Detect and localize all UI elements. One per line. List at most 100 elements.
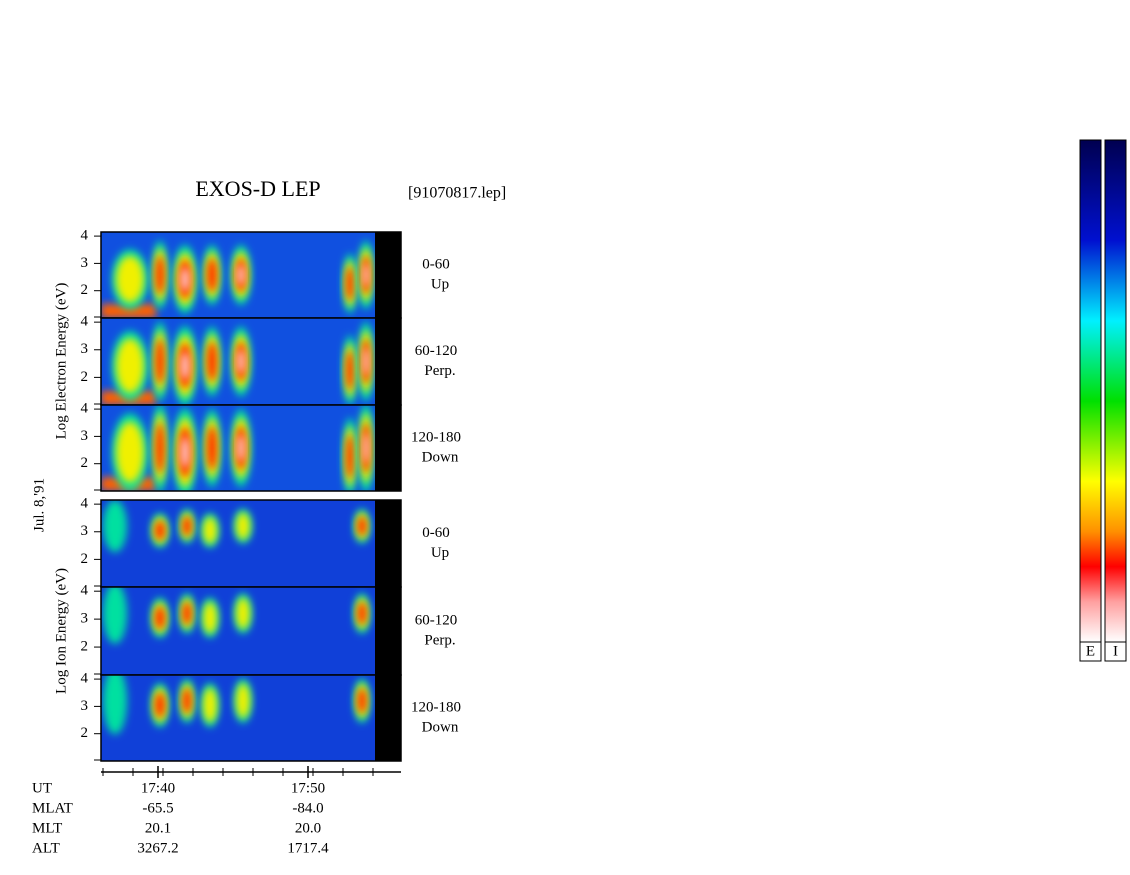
- file-name: [91070817.lep]: [408, 185, 506, 202]
- pitch-angle: 0-60: [422, 525, 450, 541]
- intensity-blob: [357, 602, 367, 625]
- colorbars: E I: [1079, 139, 1127, 662]
- y-tick-label: 3: [81, 255, 89, 271]
- intensity-blob: [357, 688, 367, 714]
- intensity-blob: [155, 422, 165, 474]
- y-tick-label: 3: [81, 611, 89, 627]
- y-tick-label: 2: [81, 639, 89, 655]
- intensity-blob: [237, 349, 245, 374]
- direction: Up: [431, 276, 449, 292]
- intensity-blob: [357, 516, 367, 536]
- ephemeris-value: 1717.4: [287, 840, 329, 856]
- no-data: [375, 587, 401, 675]
- intensity-blob: [180, 437, 190, 468]
- ephemeris-name: MLT: [32, 820, 62, 836]
- intensity-blob: [235, 597, 251, 630]
- intensity-blob: [346, 266, 354, 301]
- colorbar-e: [1079, 139, 1102, 643]
- intensity-blob: [182, 516, 192, 536]
- intensity-blob: [103, 500, 127, 553]
- intensity-blob: [115, 255, 145, 303]
- intensity-blob: [182, 688, 192, 714]
- ut-label: UT: [32, 780, 52, 796]
- ephemeris-value: 20.0: [295, 820, 321, 836]
- intensity-blob: [237, 264, 245, 286]
- intensity-blob: [103, 675, 127, 735]
- intensity-blob: [363, 432, 369, 464]
- no-data: [375, 405, 401, 491]
- spectrogram-panel: [101, 405, 375, 491]
- no-data: [375, 232, 401, 318]
- intensity-blob: [202, 602, 218, 634]
- intensity-blob: [115, 338, 145, 394]
- y-tick-label: 3: [81, 341, 89, 357]
- ephemeris-value: 20.1: [145, 820, 171, 836]
- y-tick-label: 2: [81, 369, 89, 385]
- spectrogram-panel: [101, 675, 375, 761]
- ephemeris-name: MLAT: [32, 800, 73, 816]
- ephemeris-name: ALT: [32, 840, 60, 856]
- intensity-blob: [202, 516, 218, 545]
- pitch-angle: 0-60: [422, 256, 450, 272]
- y-tick-label: 2: [81, 282, 89, 298]
- panel-frame: [100, 674, 402, 762]
- title: EXOS-D LEP: [195, 176, 320, 201]
- intensity-blob: [237, 434, 245, 462]
- intensity-blob: [235, 683, 251, 719]
- intensity-blob: [363, 347, 369, 376]
- pitch-angle: 60-120: [415, 612, 458, 628]
- direction: Down: [422, 719, 459, 735]
- ephemeris-value: -84.0: [292, 800, 323, 816]
- intensity-blob: [206, 341, 218, 382]
- y-tick-label: 2: [81, 725, 89, 741]
- direction: Up: [431, 545, 449, 561]
- colorbar-label: I: [1113, 643, 1118, 659]
- intensity-blob: [180, 267, 190, 291]
- panel-frame: [100, 404, 402, 492]
- y-tick-label: 3: [81, 698, 89, 714]
- intensity-blob: [235, 512, 251, 540]
- spectrograms: [100, 231, 402, 762]
- low-energy-band: [101, 304, 156, 318]
- ephemeris-value: -65.5: [142, 800, 173, 816]
- electron-axis-label: Log Electron Energy (eV): [53, 283, 69, 440]
- colorbar-label-box: [1104, 641, 1127, 662]
- intensity-blob: [154, 692, 166, 718]
- intensity-blob: [206, 426, 218, 470]
- y-tick-label: 4: [81, 401, 89, 417]
- colorbar-label: E: [1086, 643, 1095, 659]
- date: Jul. 8,'91: [31, 478, 47, 532]
- spectrogram-panel: [101, 318, 375, 405]
- intensity-blob: [346, 434, 354, 479]
- direction: Down: [422, 449, 459, 465]
- y-tick-label: 3: [81, 428, 89, 444]
- intensity-blob: [206, 258, 218, 292]
- ion-axis-label: Log Ion Energy (eV): [53, 568, 69, 694]
- pitch-angle: 60-120: [415, 343, 458, 359]
- no-data: [375, 500, 401, 587]
- y-tick-label: 4: [81, 496, 89, 512]
- y-tick-label: 4: [81, 583, 89, 599]
- axes: 2 3 4 0-60 Up 2 3 4 60-120 Perp. 2 3 4 120-180 Down 2 3 4…: [81, 228, 461, 778]
- no-data: [375, 675, 401, 761]
- direction: Perp.: [424, 363, 455, 379]
- y-tick-label: 4: [81, 671, 89, 687]
- spectrogram-panel: [101, 232, 375, 318]
- intensity-blob: [155, 255, 165, 295]
- intensity-blob: [346, 350, 354, 390]
- x-tick-label: 17:40: [141, 780, 175, 796]
- direction: Perp.: [424, 632, 455, 648]
- intensity-blob: [154, 520, 166, 541]
- colorbar-label-box: [1079, 641, 1102, 662]
- intensity-blob: [182, 602, 192, 625]
- no-data: [375, 318, 401, 405]
- colorbar-i: [1104, 139, 1127, 643]
- intensity-blob: [115, 421, 145, 483]
- x-tick-label: 17:50: [291, 780, 325, 796]
- intensity-blob: [363, 263, 369, 287]
- y-tick-label: 4: [81, 314, 89, 330]
- y-tick-label: 2: [81, 455, 89, 471]
- pitch-angle: 120-180: [411, 699, 461, 715]
- spectrogram-panel: [101, 587, 375, 675]
